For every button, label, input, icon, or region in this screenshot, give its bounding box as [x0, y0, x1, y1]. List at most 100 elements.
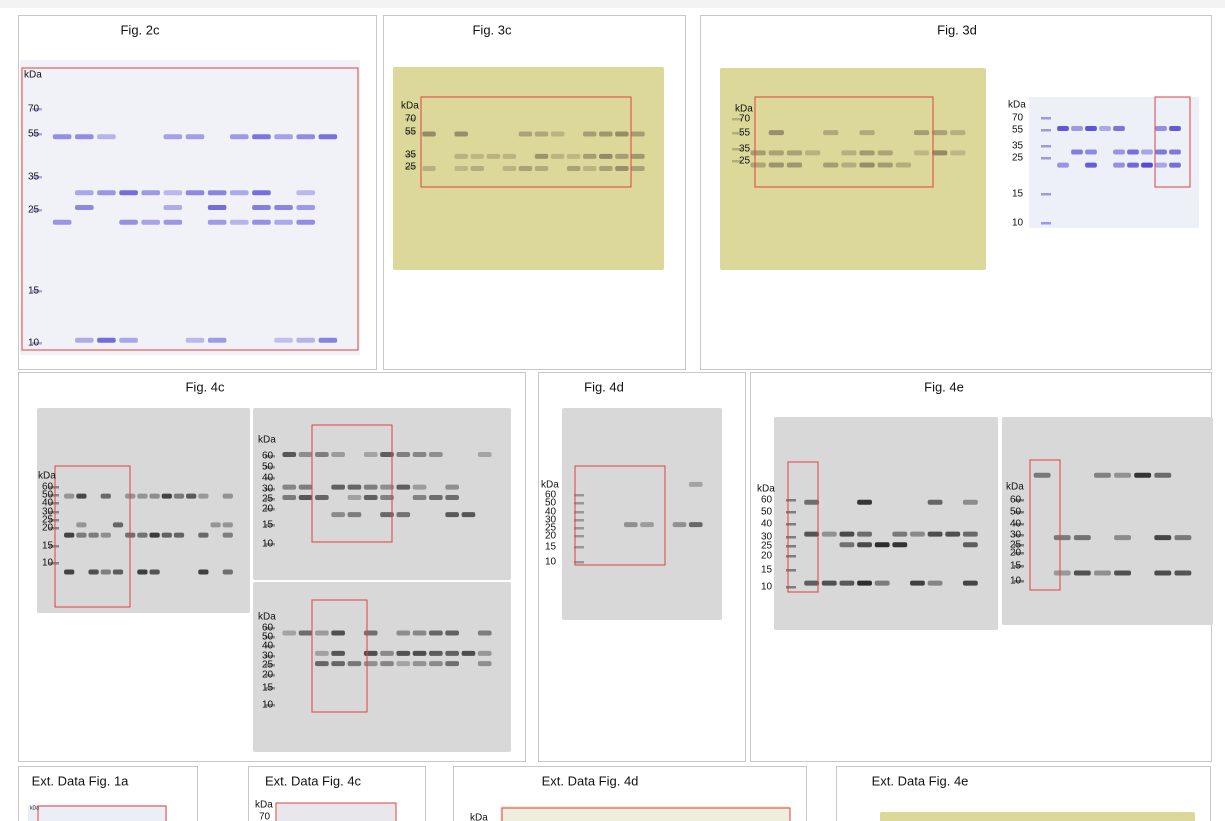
gel-band [296, 220, 315, 225]
marker-label: 50 [1010, 507, 1022, 518]
gel-band [1154, 535, 1171, 540]
gel-band [928, 532, 943, 537]
gel-band [413, 661, 427, 666]
gel-background [880, 812, 1195, 821]
gel-band [101, 570, 111, 575]
gel-band [364, 452, 378, 457]
gel-background [774, 417, 998, 630]
gel-band [804, 500, 819, 505]
gel-band [413, 651, 427, 656]
gel-band [859, 130, 874, 135]
gel-image: kDa705535251510 [20, 60, 360, 355]
marker-label: 35 [28, 172, 40, 183]
gel-band [198, 533, 208, 538]
gel-band [1155, 150, 1167, 155]
gel-band [422, 166, 435, 171]
marker-label: 70 [28, 104, 40, 115]
gel-band [174, 494, 184, 499]
gel-band [478, 651, 492, 656]
gel-band [274, 205, 293, 210]
marker-label: 60 [1010, 495, 1022, 506]
gel-band [396, 631, 410, 636]
gel-band [174, 533, 184, 538]
gel-band [471, 154, 484, 159]
gel-band [454, 131, 467, 136]
gel-band [331, 631, 345, 636]
gel-band [1099, 126, 1111, 131]
gel-band [1113, 126, 1125, 131]
marker-label: 50 [761, 507, 773, 518]
gel-band [1174, 571, 1191, 576]
gel-band [210, 522, 220, 527]
gel-band [583, 131, 596, 136]
gel-band [615, 131, 628, 136]
gel-band [429, 452, 443, 457]
gel-band [471, 166, 484, 171]
gel-band [380, 651, 394, 656]
gel-band [841, 150, 856, 155]
gel-image: kDa6050403025201510 [253, 408, 511, 580]
gel-band [396, 661, 410, 666]
gel-band [535, 166, 548, 171]
marker-label: 50 [262, 462, 274, 473]
marker-label: 35 [739, 144, 751, 155]
gel-band [396, 651, 410, 656]
gel-band [1054, 535, 1071, 540]
gel-image: kDa6050403025201510 [253, 582, 511, 752]
gel-band [1057, 126, 1069, 131]
gel-band [1085, 126, 1097, 131]
unit-label: kDa [258, 435, 276, 446]
marker-label: 10 [1010, 576, 1022, 587]
gel-band [599, 154, 612, 159]
marker-label: 10 [545, 557, 557, 568]
gel-band [875, 542, 890, 547]
gel-band [1054, 571, 1071, 576]
gel-band [787, 150, 802, 155]
gel-band [429, 631, 443, 636]
gel-band [1071, 150, 1083, 155]
gel-band [1071, 126, 1083, 131]
marker-label: 20 [262, 504, 274, 515]
gel-band [751, 150, 766, 155]
gel-band [252, 220, 271, 225]
ladder-band [1041, 117, 1051, 120]
gel-band [223, 494, 233, 499]
gel-band [252, 205, 271, 210]
gel-band [878, 162, 893, 167]
gel-band [299, 485, 313, 490]
gel-image: kDa70553525 [393, 67, 664, 270]
marker-label: 10 [28, 338, 40, 349]
gel-band [462, 651, 476, 656]
gel-band [64, 533, 74, 538]
gel-band [113, 522, 123, 527]
gel-band [274, 338, 293, 343]
ladder-band [1041, 193, 1051, 196]
marker-label: 15 [262, 520, 274, 531]
gel-band [88, 570, 98, 575]
gel-background [1002, 417, 1213, 625]
gel-band [319, 338, 338, 343]
gel-band [230, 134, 249, 139]
marker-label: 35 [1012, 141, 1024, 152]
gel-band [1074, 535, 1091, 540]
gel-band [950, 130, 965, 135]
gel-band [364, 661, 378, 666]
gel-band [822, 532, 837, 537]
gel-band [535, 131, 548, 136]
gel-band [282, 485, 296, 490]
figure-panel: Ext. Data Fig. 4dkDa [454, 767, 807, 821]
unit-label: kDa [30, 805, 39, 811]
gel-band [454, 154, 467, 159]
gel-band [223, 522, 233, 527]
panel-title: Fig. 4c [185, 379, 225, 394]
gel-band [963, 542, 978, 547]
gel-band [141, 220, 160, 225]
gel-band [331, 512, 345, 517]
gel-band [535, 154, 548, 159]
gel-band [282, 631, 296, 636]
gel-band [223, 570, 233, 575]
gel-band [137, 533, 147, 538]
gel-band [892, 532, 907, 537]
gel-band [840, 542, 855, 547]
